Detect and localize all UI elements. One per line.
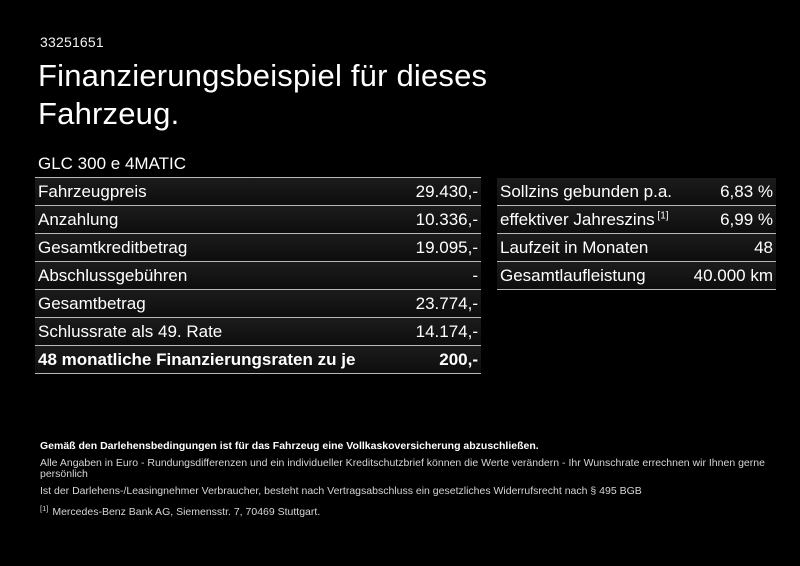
- conditions-row: Laufzeit in Monaten 48: [497, 234, 776, 262]
- finance-row: Gesamtkreditbetrag 19.095,-: [35, 234, 481, 262]
- finance-row: Anzahlung 10.336,-: [35, 206, 481, 234]
- conditions-row: Gesamtlaufleistung 40.000 km: [497, 262, 776, 290]
- conditions-row-value: 6,99 %: [720, 209, 773, 229]
- finance-row-value: 10.336,-: [415, 209, 478, 229]
- footnote-bank-text: Mercedes-Benz Bank AG, Siemensstr. 7, 70…: [52, 506, 321, 518]
- footnotes: Gemäß den Darlehensbedingungen ist für d…: [40, 441, 770, 524]
- conditions-row: Sollzins gebunden p.a. 6,83 %: [497, 178, 776, 206]
- finance-row: Abschlussgebühren -: [35, 262, 481, 290]
- conditions-row-label: Gesamtlaufleistung: [500, 265, 646, 285]
- finance-row-value: -: [472, 265, 478, 285]
- conditions-row-value: 40.000 km: [693, 265, 773, 285]
- model-name: GLC 300 e 4MATIC: [35, 150, 481, 178]
- finance-row-label: Schlussrate als 49. Rate: [38, 321, 223, 341]
- finance-row-label: Anzahlung: [38, 209, 119, 229]
- finance-row: Gesamtbetrag 23.774,-: [35, 290, 481, 318]
- footnote-bank: [1] Mercedes-Benz Bank AG, Siemensstr. 7,…: [40, 503, 770, 518]
- conditions-row-value: 6,83 %: [720, 181, 773, 201]
- conditions-row-label: Laufzeit in Monaten: [500, 237, 649, 257]
- page-title: Finanzierungsbeispiel für dieses Fahrzeu…: [38, 58, 488, 131]
- footnote-general: Alle Angaben in Euro - Rundungsdifferenz…: [40, 457, 765, 480]
- conditions-row-label: effektiver Jahreszins [1]: [500, 209, 669, 229]
- conditions-row-label-footnote-marker: [1]: [654, 209, 669, 221]
- finance-row-value: 200,-: [439, 349, 478, 369]
- vehicle-id: 33251651: [40, 34, 104, 50]
- finance-row-label: Gesamtbetrag: [38, 293, 146, 313]
- finance-row: Fahrzeugpreis 29.430,-: [35, 178, 481, 206]
- footnote-bank-marker: [1]: [40, 503, 49, 513]
- finance-table: GLC 300 e 4MATIC Fahrzeugpreis 29.430,- An…: [35, 150, 481, 374]
- conditions-row: effektiver Jahreszins [1] 6,99 %: [497, 206, 776, 234]
- finance-row-label: 48 monatliche Finanzierungsraten zu je: [38, 349, 356, 369]
- finance-row-label: Gesamtkreditbetrag: [38, 237, 188, 257]
- conditions-row-value: 48: [754, 237, 773, 257]
- conditions-table: Sollzins gebunden p.a. 6,83 % effektiver J…: [497, 178, 776, 290]
- finance-row-value: 14.174,-: [415, 321, 478, 341]
- finance-row-label: Abschlussgebühren: [38, 265, 188, 285]
- finance-row-value: 23.774,-: [415, 293, 478, 313]
- conditions-row-label: Sollzins gebunden p.a.: [500, 181, 673, 201]
- footnote-insurance: Gemäß den Darlehensbedingungen ist für d…: [40, 440, 539, 452]
- finance-row: Schlussrate als 49. Rate 14.174,-: [35, 318, 481, 346]
- finance-row-value: 29.430,-: [415, 181, 478, 201]
- finance-row-label: Fahrzeugpreis: [38, 181, 147, 201]
- finance-row: 48 monatliche Finanzierungsraten zu je 20…: [35, 346, 481, 374]
- footnote-withdrawal: Ist der Darlehens-/Leasingnehmer Verbrau…: [40, 485, 642, 497]
- finance-row-value: 19.095,-: [415, 237, 478, 257]
